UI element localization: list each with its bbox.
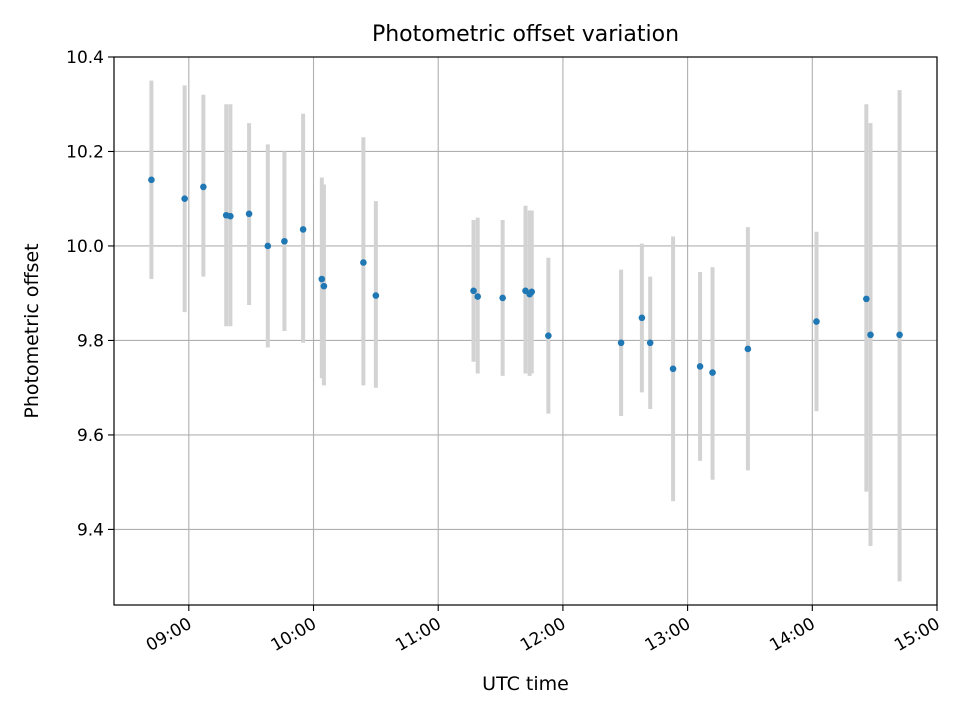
- data-point: [528, 288, 536, 296]
- data-point: [896, 331, 903, 339]
- data-point: [617, 339, 625, 347]
- data-point: [227, 212, 234, 220]
- data-point: [863, 295, 870, 303]
- y-tick-label: 9.6: [77, 426, 104, 446]
- data-point: [200, 183, 207, 191]
- x-tick-label: 11:00: [392, 614, 444, 656]
- data-point: [470, 287, 477, 295]
- data-point: [245, 210, 253, 218]
- data-point: [264, 242, 272, 250]
- data-point: [181, 195, 188, 203]
- x-tick-label: 15:00: [891, 614, 943, 656]
- chart-title: Photometric offset variation: [371, 22, 680, 47]
- x-axis-label: UTC time: [482, 673, 569, 695]
- data-point: [299, 226, 307, 233]
- y-tick-label: 9.8: [77, 331, 104, 351]
- x-axis-ticks: 09:00 10:00 11:00 12:00 13:00 14:00 15:00: [143, 605, 944, 656]
- data-point: [696, 363, 704, 370]
- y-tick-label: 10.2: [66, 142, 104, 162]
- data-point: [281, 237, 288, 245]
- data-point: [320, 282, 328, 290]
- data-point: [669, 365, 677, 373]
- data-point: [744, 345, 752, 353]
- x-tick-label: 09:00: [143, 614, 195, 656]
- data-point: [318, 275, 326, 283]
- error-bars: [149, 80, 902, 582]
- axes-frame: [113, 56, 938, 606]
- x-tick-label: 10:00: [268, 614, 320, 656]
- data-point: [372, 292, 380, 299]
- data-point: [545, 332, 552, 340]
- y-tick-label: 10.4: [66, 48, 104, 68]
- data-point: [499, 294, 506, 302]
- data-point: [709, 369, 716, 376]
- data-point: [867, 331, 874, 339]
- data-point: [638, 314, 646, 322]
- data-point: [360, 259, 367, 266]
- data-point: [646, 339, 654, 347]
- x-tick-label: 13:00: [642, 614, 694, 656]
- data-points: [148, 176, 903, 376]
- data-point: [474, 293, 481, 300]
- y-tick-label: 10.0: [66, 237, 104, 257]
- x-tick-label: 14:00: [766, 614, 818, 656]
- x-tick-label: 12:00: [517, 614, 569, 656]
- data-point: [813, 318, 820, 325]
- y-axis-label: Photometric offset: [21, 243, 43, 419]
- y-tick-label: 9.4: [77, 520, 104, 540]
- data-point: [148, 176, 155, 184]
- y-axis-ticks: 9.4 9.6 9.8 10.0 10.2 10.4: [66, 48, 114, 540]
